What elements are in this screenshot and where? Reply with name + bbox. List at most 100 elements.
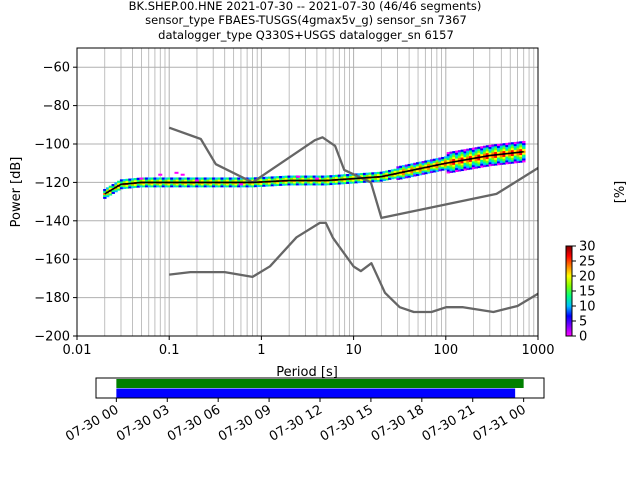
heatmap-cell [220, 185, 224, 188]
heatmap-cell [390, 169, 395, 172]
heatmap-cell [348, 179, 353, 182]
heatmap-cell [505, 150, 509, 153]
heatmap-cell [318, 181, 322, 184]
heatmap-cell [519, 158, 523, 161]
heatmap-cell [485, 164, 490, 167]
heatmap-cell [256, 184, 261, 188]
heatmap-cell [432, 158, 437, 161]
heatmap-cell [485, 162, 490, 165]
heatmap-cell [460, 155, 465, 158]
heatmap-cell [172, 185, 177, 188]
heatmap-cell [407, 163, 412, 167]
heatmap-cell [452, 170, 456, 173]
heatmap-cell [463, 166, 467, 169]
heatmap-cell [455, 158, 459, 161]
heatmap-cell [438, 159, 442, 162]
heatmap-cell [393, 170, 398, 173]
heatmap-cell [491, 159, 495, 163]
heatmap-cell [362, 172, 367, 176]
heatmap-cell [499, 160, 504, 163]
heatmap-cell [326, 177, 331, 180]
heatmap-cell [234, 179, 238, 182]
heatmap-cell [494, 147, 498, 151]
y-tick-label: −100 [34, 138, 70, 153]
heatmap-cell [385, 172, 389, 175]
heatmap-cell [357, 180, 361, 184]
heatmap-cell [399, 175, 403, 178]
heatmap-cell [198, 185, 202, 188]
heatmap-cell [234, 177, 238, 180]
heatmap-cell [407, 175, 412, 178]
heatmap-cell [332, 174, 336, 178]
heatmap-cell [519, 147, 523, 150]
heatmap-cell [259, 177, 263, 180]
heatmap-cell [186, 177, 191, 180]
heatmap-cell [488, 163, 493, 167]
heatmap-cell [186, 185, 191, 188]
heatmap-cell [228, 179, 233, 182]
heatmap-cell [186, 183, 191, 186]
heatmap-cell [253, 184, 258, 188]
heatmap-cell [145, 183, 149, 186]
heatmap-cell [304, 183, 308, 186]
heatmap-cell [270, 182, 275, 185]
heatmap-cell [513, 155, 518, 158]
heatmap-cell [159, 177, 163, 180]
heatmap-cell [432, 170, 437, 173]
heatmap-cell [281, 181, 286, 184]
heatmap-cell [119, 187, 124, 190]
heatmap-cell [496, 147, 501, 150]
heatmap-cell [167, 179, 171, 182]
heatmap-cell [410, 167, 414, 170]
heatmap-cell [480, 153, 484, 157]
heatmap-cell [494, 161, 498, 164]
heatmap-cell [429, 170, 434, 174]
heatmap-cell [474, 147, 479, 150]
heatmap-cell [279, 181, 283, 184]
heatmap-cell [496, 151, 501, 154]
heatmap-cell [455, 164, 459, 167]
heatmap-cell [178, 183, 182, 186]
heatmap-cell [463, 151, 467, 154]
heatmap-cell [156, 179, 160, 182]
heatmap-cell [276, 176, 280, 179]
heatmap-cell [455, 167, 459, 171]
heatmap-cell [192, 177, 196, 180]
heatmap-cell [488, 150, 493, 153]
heatmap-cell [399, 165, 403, 168]
heatmap-cell [513, 159, 518, 162]
heatmap-cell [496, 159, 501, 162]
heatmap-cell [360, 173, 364, 176]
heatmap-cell [315, 175, 319, 178]
heatmap-cell [505, 162, 509, 165]
heatmap-cell [491, 144, 495, 147]
heatmap-cell [485, 158, 490, 161]
heatmap-cell [505, 156, 509, 159]
heatmap-cell [460, 149, 465, 152]
heatmap-cell [337, 180, 342, 183]
heatmap-cell [161, 185, 166, 188]
heatmap-cell [455, 152, 459, 155]
heatmap-cell [156, 177, 160, 180]
heatmap-cell [223, 185, 227, 188]
heatmap-cell [424, 171, 428, 175]
heatmap-cell [147, 185, 152, 188]
psd-mode-line [104, 150, 524, 195]
heatmap-cell [334, 174, 339, 177]
heatmap-cell [131, 178, 135, 181]
heatmap-cell [371, 179, 375, 183]
heatmap-cell [483, 147, 487, 150]
heatmap-cell [480, 150, 484, 153]
heatmap-cell [259, 178, 263, 182]
heatmap-cell [463, 152, 467, 156]
heatmap-cell [374, 174, 378, 177]
heatmap-cell [161, 179, 166, 182]
heatmap-cell [410, 174, 414, 178]
heatmap-cell [469, 163, 473, 166]
heatmap-cell [360, 180, 364, 183]
heatmap-cell [483, 159, 487, 162]
heatmap-cell [145, 185, 149, 188]
heatmap-cell [379, 171, 384, 174]
heatmap-cell [463, 149, 467, 152]
heatmap-cell [139, 177, 144, 180]
